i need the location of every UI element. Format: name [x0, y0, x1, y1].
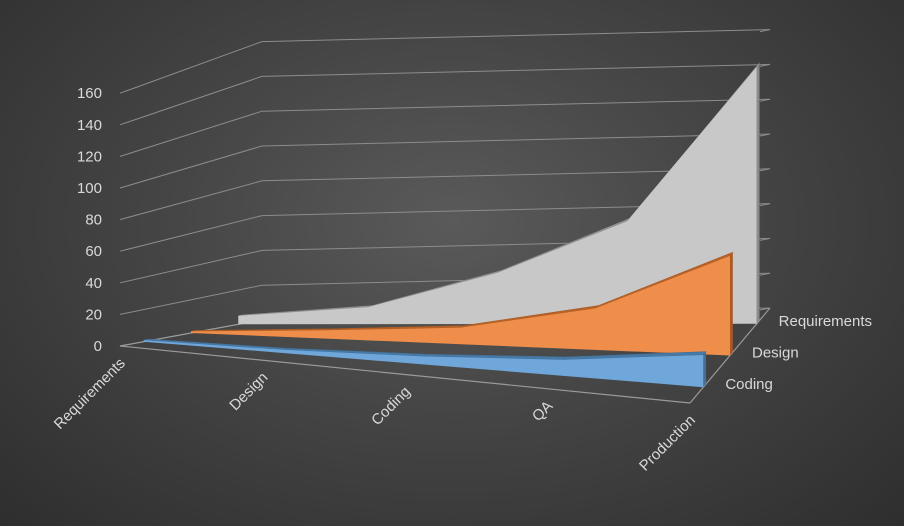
depth-tick-60 [759, 203, 771, 207]
y-tick-label-20: 20 [85, 306, 102, 323]
gridline-60 [119, 203, 771, 252]
x-tick-label-0: Requirements [51, 355, 129, 433]
y-tick-label-80: 80 [85, 212, 102, 229]
gridline-100 [119, 133, 771, 189]
x-tick-label-4: Production [636, 412, 699, 475]
depth-tick-160 [759, 29, 771, 33]
depth-label-requirements: Requirements [779, 313, 872, 330]
y-tick-label-120: 120 [77, 148, 102, 165]
depth-tick-0 [759, 307, 771, 311]
y-tick-label-0: 0 [94, 338, 102, 355]
series-coding-top-0 [143, 338, 289, 351]
depth-label-design: Design [752, 345, 799, 362]
depth-tick-80 [759, 168, 771, 172]
series-design-end-cap [730, 252, 733, 356]
depth-tick-140 [759, 63, 771, 67]
series-areas [143, 62, 760, 388]
y-tick-label-100: 100 [77, 180, 102, 197]
y-tick-label-160: 160 [77, 85, 102, 102]
gridline-80 [119, 168, 771, 221]
series-coding-area [143, 338, 707, 388]
x-tick-label-2: Coding [368, 383, 414, 429]
x-tick-label-3: QA [529, 398, 556, 425]
series-requirements-end-cap [756, 62, 760, 324]
gridlines [119, 29, 771, 347]
depth-tick-40 [759, 237, 771, 241]
y-tick-label-40: 40 [85, 275, 102, 292]
gridline-160 [119, 29, 771, 94]
gridline-140 [119, 63, 771, 126]
y-tick-label-60: 60 [85, 243, 102, 260]
depth-tick-100 [759, 133, 771, 137]
series-coding-front [143, 340, 704, 388]
y-tick-label-140: 140 [77, 117, 102, 134]
depth-tick-20 [759, 272, 771, 276]
x-tick-label-1: Design [226, 369, 271, 414]
gridline-120 [119, 98, 771, 157]
x-axis-line [119, 345, 691, 404]
series-coding-end-cap [703, 351, 707, 388]
series-requirements-front [238, 66, 757, 325]
series-requirements-area [238, 62, 760, 325]
depth-label-coding: Coding [725, 376, 773, 393]
depth-tick-120 [759, 98, 771, 102]
series-design-front [191, 255, 730, 356]
series-design-area [190, 251, 734, 356]
